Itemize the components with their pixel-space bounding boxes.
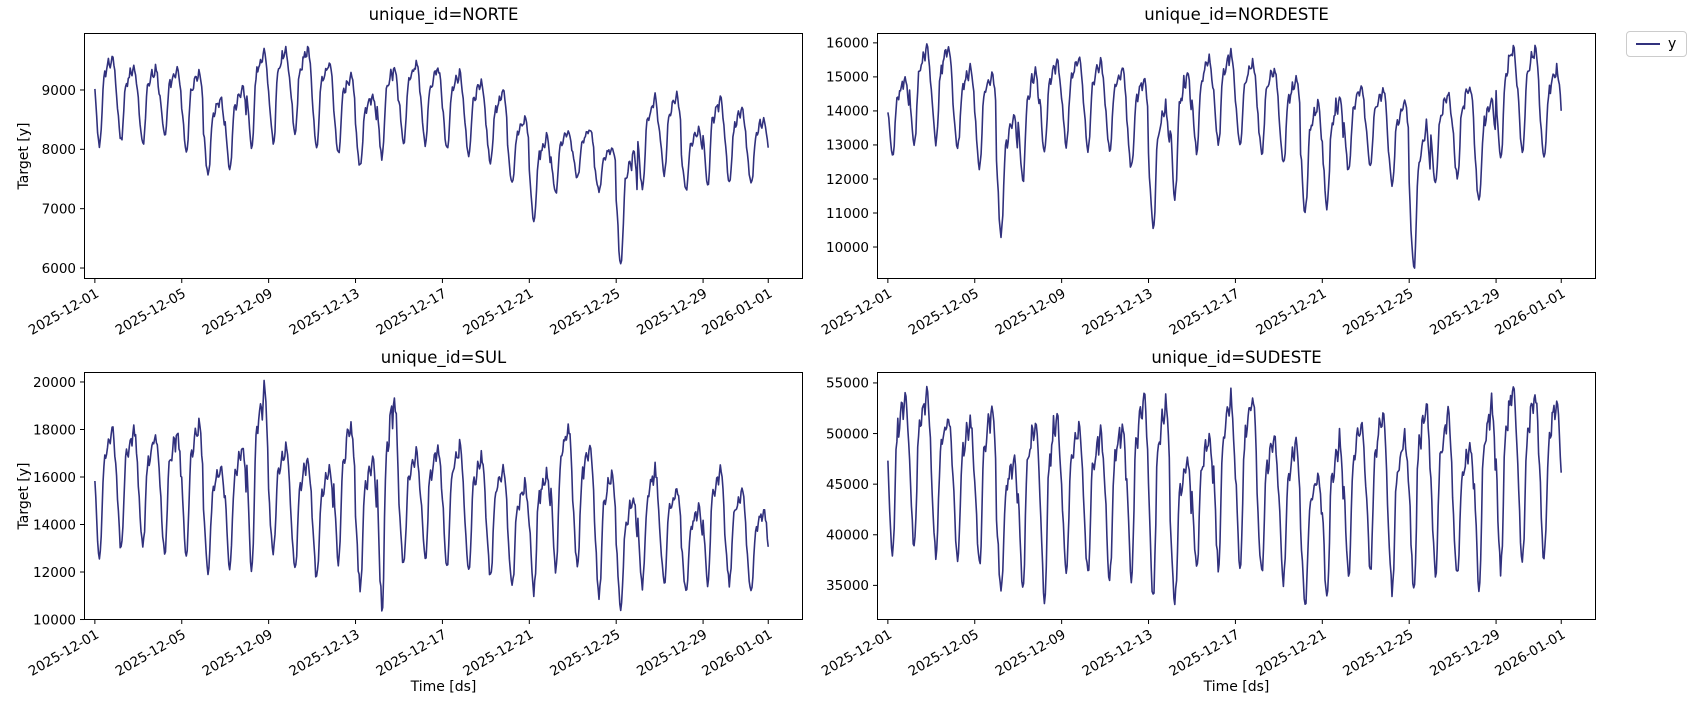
subplot-title-norte: unique_id=NORTE (368, 5, 519, 24)
plot-spines-sul (84, 372, 803, 620)
series-line-nordeste (887, 43, 1562, 269)
y-tick-label: 14000 (33, 517, 76, 533)
y-tick-label: 8000 (42, 142, 76, 158)
x-tick-label: 2025-12-25 (1340, 286, 1416, 339)
plot-spines-nordeste (877, 33, 1596, 279)
x-tick-label: 2025-12-13 (287, 286, 363, 339)
subplot-title-nordeste: unique_id=NORDESTE (1144, 5, 1329, 24)
x-tick-label: 2025-12-05 (906, 627, 982, 680)
y-tick-label: 12000 (33, 565, 76, 581)
x-tick-label: 2025-12-21 (460, 627, 536, 680)
y-axis-label-bottom-row: Target [y] (16, 462, 32, 530)
y-tick-label: 18000 (33, 422, 76, 438)
x-tick-label: 2025-12-05 (113, 627, 189, 680)
x-tick-label: 2025-12-21 (1253, 286, 1329, 339)
y-tick-label: 40000 (826, 528, 869, 544)
plot-spines-sudeste (877, 372, 1596, 620)
y-tick-label: 9000 (42, 83, 76, 99)
x-tick-label: 2026-01-01 (1492, 286, 1568, 339)
x-tick-label: 2025-12-13 (287, 627, 363, 680)
y-tick-label: 13000 (826, 138, 869, 154)
x-tick-label: 2025-12-25 (547, 627, 623, 680)
y-tick-label: 10000 (33, 612, 76, 628)
y-tick-label: 20000 (33, 375, 76, 391)
x-tick-label: 2026-01-01 (1492, 627, 1568, 680)
y-tick-label: 15000 (826, 70, 869, 86)
x-axis-label-left: Time [ds] (410, 679, 477, 695)
y-tick-label: 11000 (826, 206, 869, 222)
subplot-title-sul: unique_id=SUL (380, 348, 507, 367)
x-axis-label-right: Time [ds] (1203, 679, 1270, 695)
y-tick-label: 10000 (826, 240, 869, 256)
x-tick-label: 2025-12-09 (993, 286, 1069, 339)
x-tick-label: 2025-12-17 (373, 286, 449, 339)
x-tick-label: 2025-12-05 (906, 286, 982, 339)
series-line-sul (94, 379, 769, 612)
y-tick-label: 12000 (826, 172, 869, 188)
x-tick-label: 2026-01-01 (699, 627, 775, 680)
x-tick-label: 2025-12-25 (1340, 627, 1416, 680)
x-tick-label: 2025-12-13 (1080, 286, 1156, 339)
x-tick-label: 2025-12-29 (634, 286, 710, 339)
x-tick-label: 2025-12-29 (634, 627, 710, 680)
x-tick-label: 2026-01-01 (699, 286, 775, 339)
x-tick-label: 2025-12-17 (1166, 286, 1242, 339)
x-tick-label: 2025-12-01 (26, 286, 102, 339)
y-tick-label: 16000 (33, 470, 76, 486)
x-tick-label: 2025-12-05 (113, 286, 189, 339)
x-tick-label: 2025-12-25 (547, 286, 623, 339)
legend-label: y (1668, 36, 1677, 52)
x-tick-label: 2025-12-09 (200, 286, 276, 339)
x-tick-label: 2025-12-29 (1427, 286, 1503, 339)
x-tick-label: 2025-12-09 (200, 627, 276, 680)
y-tick-label: 14000 (826, 104, 869, 120)
x-tick-label: 2025-12-01 (26, 627, 102, 680)
y-tick-label: 55000 (826, 376, 869, 392)
y-tick-label: 16000 (826, 36, 869, 52)
y-tick-label: 6000 (42, 261, 76, 277)
y-axis-label-top-row: Target [y] (16, 122, 32, 190)
legend: y (1626, 31, 1688, 57)
x-tick-label: 2025-12-21 (460, 286, 536, 339)
x-tick-label: 2025-12-01 (819, 627, 895, 680)
x-tick-label: 2025-12-17 (1166, 627, 1242, 680)
x-tick-label: 2025-12-29 (1427, 627, 1503, 680)
axes-nordeste: 10000 11000 12000 13000 14000 15000 16000 2025-… (819, 33, 1596, 339)
y-tick-label: 50000 (826, 426, 869, 442)
legend-line-sample-icon (1636, 43, 1660, 45)
axes-sul: 10000 12000 14000 16000 18000 20000 2025-12-01… (26, 372, 803, 680)
subplot-title-sudeste: unique_id=SUDESTE (1151, 348, 1322, 367)
x-tick-label: 2025-12-01 (819, 286, 895, 339)
x-tick-label: 2025-12-09 (993, 627, 1069, 680)
y-tick-label: 7000 (42, 201, 76, 217)
x-tick-label: 2025-12-13 (1080, 627, 1156, 680)
series-line-norte (94, 45, 769, 265)
x-tick-label: 2025-12-21 (1253, 627, 1329, 680)
y-tick-label: 35000 (826, 578, 869, 594)
x-tick-label: 2025-12-17 (373, 627, 449, 680)
plot-spines-norte (84, 33, 803, 279)
series-line-sudeste (887, 385, 1562, 606)
y-tick-label: 45000 (826, 477, 869, 493)
